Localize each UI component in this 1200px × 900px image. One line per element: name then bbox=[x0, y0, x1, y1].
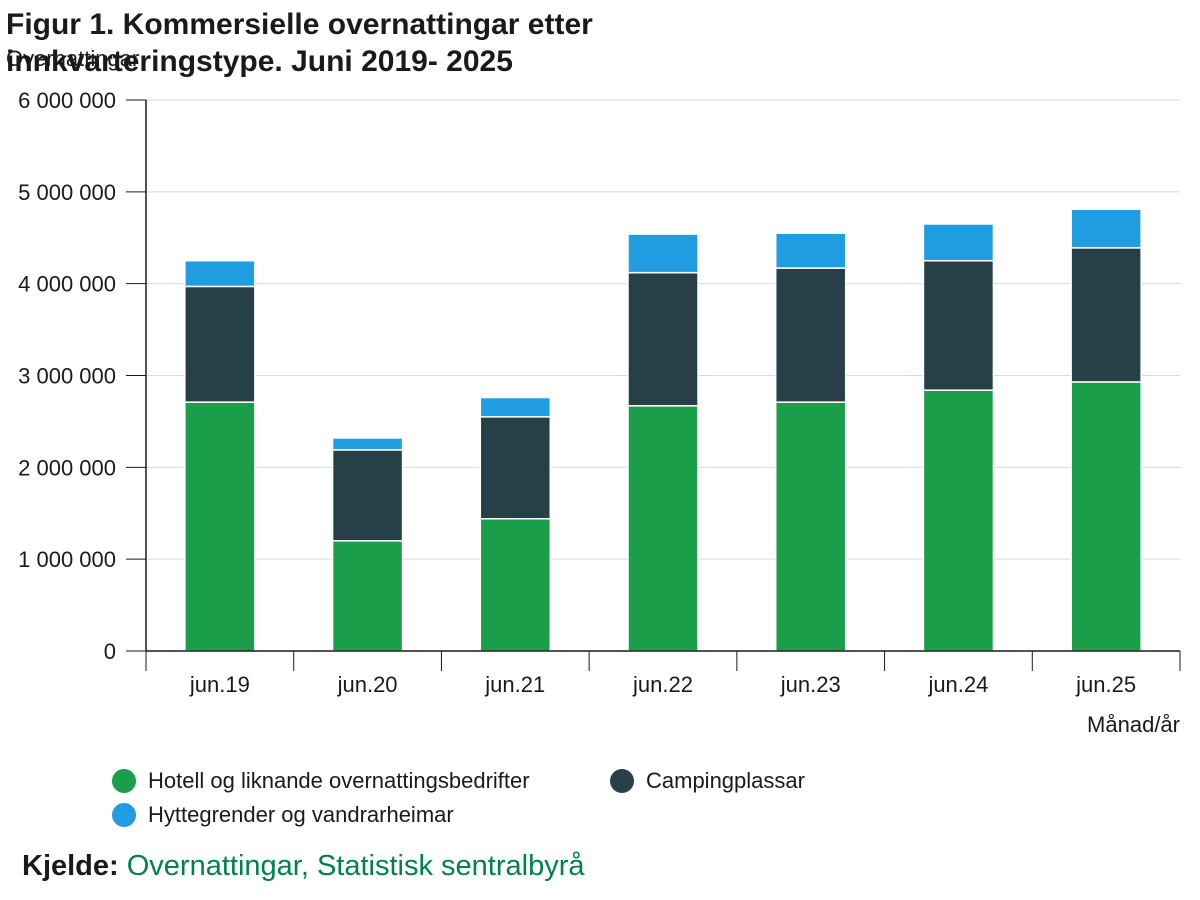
axes: 0 1 000 000 2 000 000 3 000 000 4 000 000 5 0… bbox=[18, 88, 1181, 697]
bar-segment bbox=[922, 389, 995, 652]
bar-segment bbox=[1070, 247, 1142, 383]
y-tick-label: 6 000 000 bbox=[18, 88, 116, 113]
legend-swatch-icon bbox=[610, 769, 634, 793]
legend-swatch-icon bbox=[112, 803, 136, 827]
bar-segment bbox=[331, 540, 404, 652]
bar-segment bbox=[479, 416, 552, 520]
bar-segment bbox=[627, 271, 699, 407]
legend-item-camping[interactable]: Campingplassar bbox=[610, 768, 805, 794]
legend-item-hyttegrender[interactable]: Hyttegrender og vandrarheimar bbox=[112, 802, 454, 828]
legend-label: Campingplassar bbox=[646, 768, 805, 793]
source-link[interactable]: Overnattingar, Statistisk sentralbyrå bbox=[126, 850, 585, 882]
bars bbox=[184, 208, 1142, 652]
stacked-bar-chart: 0 1 000 000 2 000 000 3 000 000 4 000 000 5 0… bbox=[18, 88, 1181, 737]
bar-segment bbox=[184, 259, 256, 288]
x-tick-label: jun.21 bbox=[484, 672, 545, 697]
x-tick-label: jun.22 bbox=[632, 672, 693, 697]
bar-segment bbox=[331, 437, 404, 451]
legend-label: Hyttegrender og vandrarheimar bbox=[148, 802, 454, 827]
bar-segment bbox=[1070, 208, 1142, 249]
chart-title: Figur 1. Kommersielle overnattingar ette… bbox=[6, 8, 593, 78]
y-tick-label: 1 000 000 bbox=[18, 547, 116, 572]
y-tick-label: 2 000 000 bbox=[18, 455, 116, 480]
x-tick-label: jun.20 bbox=[337, 672, 398, 697]
y-axis-label: Overnattingar bbox=[6, 46, 140, 71]
bar-segment bbox=[774, 267, 847, 403]
bar-segment bbox=[627, 233, 699, 274]
x-tick-label: jun.19 bbox=[189, 672, 250, 697]
bar-segment bbox=[627, 405, 699, 652]
legend-label: Hotell og liknande overnattingsbedrifter bbox=[148, 768, 530, 793]
bar-segment bbox=[479, 518, 552, 652]
legend-item-hotell[interactable]: Hotell og liknande overnattingsbedrifter bbox=[112, 768, 530, 794]
bar-segment bbox=[1070, 381, 1142, 652]
bar-segment bbox=[184, 285, 256, 403]
x-axis-label: Månad/år bbox=[1087, 712, 1180, 737]
legend-swatch-icon bbox=[112, 769, 136, 793]
bar-segment bbox=[922, 259, 995, 391]
bar-segment bbox=[479, 396, 552, 418]
y-tick-label: 5 000 000 bbox=[18, 180, 116, 205]
y-tick-label: 0 bbox=[104, 639, 116, 664]
bar-segment bbox=[922, 223, 995, 262]
x-tick-label: jun.23 bbox=[780, 672, 841, 697]
y-tick-label: 4 000 000 bbox=[18, 272, 116, 297]
x-tick-label: jun.24 bbox=[927, 672, 988, 697]
y-tick-label: 3 000 000 bbox=[18, 364, 116, 389]
source-line: Kjelde: Overnattingar, Statistisk sentra… bbox=[22, 850, 585, 883]
source-label: Kjelde: bbox=[22, 850, 119, 882]
x-tick-label: jun.25 bbox=[1075, 672, 1136, 697]
bar-segment bbox=[184, 401, 256, 652]
bar-segment bbox=[774, 401, 847, 652]
bar-segment bbox=[774, 232, 847, 269]
bar-segment bbox=[331, 449, 404, 542]
